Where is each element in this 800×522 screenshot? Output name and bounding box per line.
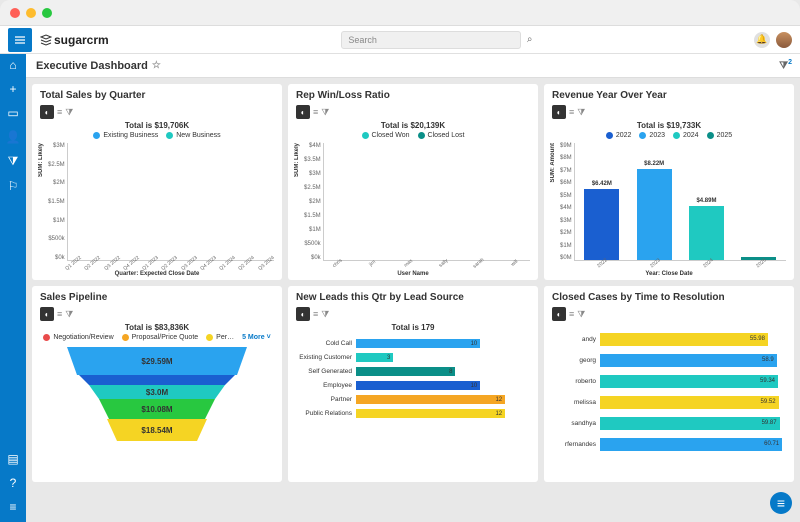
hbar-row: Public Relations 12 — [296, 408, 530, 419]
hbar-row: Partner 12 — [296, 394, 530, 405]
avatar[interactable] — [776, 32, 792, 48]
page-filter-icon[interactable]: ⧩2 — [779, 59, 792, 71]
bar-chart: $6.42M $8.22M $4.89M — [574, 143, 786, 261]
funnel-chart: $29.59M $3.0M$10.08M$18.54M — [40, 347, 274, 441]
legend-item: 2022 — [606, 132, 632, 139]
theme-icon[interactable]: ◐ — [552, 307, 566, 321]
brand-logo: sugarcrm — [40, 33, 109, 47]
hbar-row: Self Generated 8 — [296, 366, 530, 377]
book-icon[interactable]: ▭ — [7, 106, 18, 120]
max-dot[interactable] — [42, 8, 52, 18]
card-title: Sales Pipeline — [40, 292, 274, 303]
filter-icon[interactable]: ⧩ — [65, 107, 73, 118]
bar — [734, 257, 784, 260]
theme-icon[interactable]: ◐ — [40, 307, 54, 321]
card-pipeline: Sales Pipeline ◐ ≡ ⧩ Total is $83,836K N… — [32, 286, 282, 482]
theme-icon[interactable]: ◐ — [40, 105, 54, 119]
card-title: Total Sales by Quarter — [40, 90, 274, 101]
funnel-segment: $18.54M — [107, 419, 207, 441]
legend-item: Per… — [206, 334, 234, 341]
card-total: Total is $19,733K — [552, 121, 786, 130]
hbar-row: rfernandes 60.71 — [552, 436, 786, 452]
hbar-row: andy 55.98 — [552, 331, 786, 347]
search-placeholder: Search — [348, 35, 377, 45]
page-title: Executive Dashboard — [36, 60, 148, 72]
filter-icon[interactable]: ⧩ — [577, 107, 585, 118]
card-title: Revenue Year Over Year — [552, 90, 786, 101]
hbar-row: sandhya 59.87 — [552, 415, 786, 431]
legend-item: Closed Lost — [418, 132, 465, 139]
card-title: Closed Cases by Time to Resolution — [552, 292, 786, 303]
card-total: Total is $83,836K — [40, 323, 274, 332]
filter-icon[interactable]: ⧩ — [321, 107, 329, 118]
fab-menu-button[interactable]: ≡ — [770, 492, 792, 514]
plus-icon[interactable]: + — [9, 82, 16, 96]
hbar-row: roberto 59.34 — [552, 373, 786, 389]
list-icon[interactable]: ≡ — [57, 309, 62, 319]
card-title: Rep Win/Loss Ratio — [296, 90, 530, 101]
search-input[interactable]: Search ⌕ — [341, 31, 521, 49]
theme-icon[interactable]: ◐ — [296, 105, 310, 119]
card-cases: Closed Cases by Time to Resolution ◐ ≡ ⧩… — [544, 286, 794, 482]
min-dot[interactable] — [26, 8, 36, 18]
hbar-row: melissa 59.52 — [552, 394, 786, 410]
card-total: Total is $20,139K — [296, 121, 530, 130]
legend-item: Negotiation/Review — [43, 334, 113, 341]
doc-icon[interactable]: ▤ — [7, 452, 18, 466]
hbar-row: Cold Call 10 — [296, 338, 530, 349]
card-yoy: Revenue Year Over Year ◐ ≡ ⧩ Total is $1… — [544, 84, 794, 280]
hbar-row: Employee 10 — [296, 380, 530, 391]
card-total: Total is $19,706K — [40, 121, 274, 130]
card-leads: New Leads this Qtr by Lead Source ◐ ≡ ⧩ … — [288, 286, 538, 482]
funnel-segment: $29.59M — [67, 347, 247, 375]
card-total: Total is 179 — [296, 323, 530, 332]
theme-icon[interactable]: ◐ — [552, 105, 566, 119]
funnel-segment: $3.0M — [89, 385, 225, 399]
close-dot[interactable] — [10, 8, 20, 18]
page-header: Executive Dashboard ☆ ⧩2 — [26, 54, 800, 78]
content-area: Executive Dashboard ☆ ⧩2 Total Sales by … — [26, 54, 800, 522]
flag-icon[interactable]: ⚐ — [8, 179, 19, 193]
funnel-segment — [79, 375, 235, 385]
bar-chart — [67, 143, 274, 261]
hbar-row: georg 58.9 — [552, 352, 786, 368]
list-icon[interactable]: ≡ — [569, 309, 574, 319]
help-icon[interactable]: ? — [10, 476, 17, 490]
list-icon[interactable]: ≡ — [569, 107, 574, 117]
legend-item: Closed Won — [362, 132, 410, 139]
sidebar: ⌂ + ▭ 👤 ⧩ ⚐ ▤ ? ≡ — [0, 54, 26, 522]
layers-icon[interactable]: ≡ — [9, 500, 16, 514]
list-icon[interactable]: ≡ — [313, 309, 318, 319]
user-icon[interactable]: 👤 — [6, 130, 21, 144]
more-link[interactable]: 5 More ˅ — [242, 334, 271, 341]
legend-item: New Business — [166, 132, 220, 139]
filter-icon[interactable]: ⧩ — [65, 309, 73, 320]
notifications-icon[interactable]: 🔔 — [754, 32, 770, 48]
filter-icon[interactable]: ⧩ — [8, 154, 19, 169]
legend-item: 2024 — [673, 132, 699, 139]
bar-chart — [323, 143, 530, 261]
theme-icon[interactable]: ◐ — [296, 307, 310, 321]
search-container: Search ⌕ — [109, 31, 754, 49]
legend-item: 2023 — [639, 132, 665, 139]
legend-item: Proposal/Price Quote — [122, 334, 199, 341]
legend-item: 2025 — [707, 132, 733, 139]
card-sales-quarter: Total Sales by Quarter ◐ ≡ ⧩ Total is $1… — [32, 84, 282, 280]
home-icon[interactable]: ⌂ — [9, 58, 16, 72]
filter-icon[interactable]: ⧩ — [321, 309, 329, 320]
filter-icon[interactable]: ⧩ — [577, 309, 585, 320]
macos-titlebar — [0, 0, 800, 26]
favorite-icon[interactable]: ☆ — [152, 60, 161, 71]
list-icon[interactable]: ≡ — [57, 107, 62, 117]
search-icon: ⌕ — [527, 34, 533, 45]
top-bar: sugarcrm Search ⌕ 🔔 — [0, 26, 800, 54]
card-win-loss: Rep Win/Loss Ratio ◐ ≡ ⧩ Total is $20,13… — [288, 84, 538, 280]
list-icon[interactable]: ≡ — [313, 107, 318, 117]
hbar-row: Existing Customer 3 — [296, 352, 530, 363]
funnel-segment: $10.08M — [99, 399, 215, 419]
legend-item: Existing Business — [93, 132, 158, 139]
hamburger-button[interactable] — [8, 28, 32, 52]
card-title: New Leads this Qtr by Lead Source — [296, 292, 530, 303]
